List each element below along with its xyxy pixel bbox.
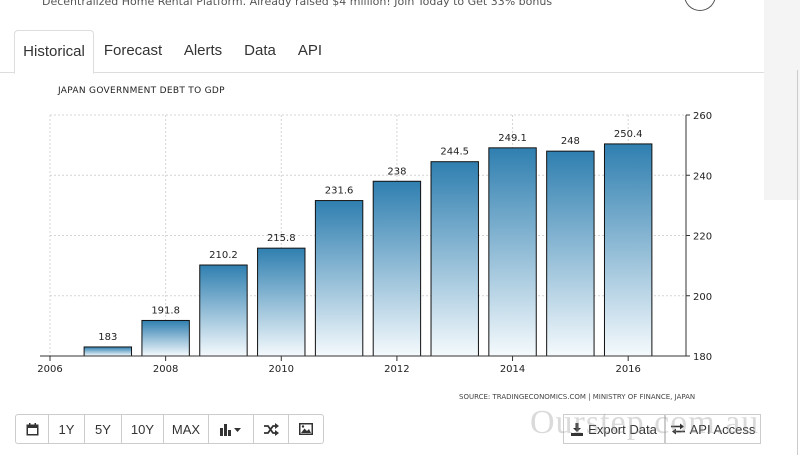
x-tick-label: 2006 <box>37 364 62 375</box>
shuffle-icon <box>263 422 279 436</box>
y-tick-label: 260 <box>693 111 712 122</box>
bar-2011 <box>314 200 364 357</box>
value-labels: 183 191.8 210.2 215.8 231.6 238 244.5 249.1 248 2… <box>98 129 642 343</box>
value-label-2014: 249.1 <box>498 133 527 144</box>
bar-2012 <box>372 180 422 357</box>
calendar-button[interactable] <box>15 414 49 444</box>
bar-2015 <box>546 150 595 357</box>
promo-banner[interactable]: Decentralized Home Rental Platform. Alre… <box>42 0 553 8</box>
range-max-button[interactable]: MAX <box>163 414 209 444</box>
value-label-2007: 183 <box>98 332 117 343</box>
range-1y-button[interactable]: 1Y <box>48 414 85 444</box>
value-label-2011: 231.6 <box>325 186 354 197</box>
tab-data[interactable]: Data <box>244 42 276 59</box>
x-tick-label: 2014 <box>500 364 525 375</box>
download-icon <box>571 422 584 436</box>
bar-2007 <box>83 346 133 357</box>
compare-button[interactable] <box>253 414 289 444</box>
export-data-label: Export Data <box>588 421 657 437</box>
tab-historical[interactable]: Historical <box>14 30 94 74</box>
bar-2010 <box>257 247 306 357</box>
bar-2008 <box>141 319 190 357</box>
y-tick-label: 240 <box>693 171 712 182</box>
bar-2014 <box>488 147 537 357</box>
y-tick-label: 200 <box>693 292 712 303</box>
export-data-button[interactable]: Export Data <box>563 414 665 444</box>
value-label-2009: 210.2 <box>209 250 238 261</box>
chart-title: JAPAN GOVERNMENT DEBT TO GDP <box>58 86 225 96</box>
bars <box>83 143 653 357</box>
bar-chart-icon <box>220 423 241 436</box>
api-access-button[interactable]: API Access <box>665 414 761 444</box>
value-label-2015: 248 <box>561 136 580 147</box>
chart-tabs: Historical Forecast Alerts Data API <box>0 30 764 74</box>
value-label-2016: 250.4 <box>614 129 643 140</box>
tab-alerts[interactable]: Alerts <box>183 42 223 59</box>
x-tick-label: 2016 <box>615 364 640 375</box>
chart-type-button[interactable] <box>208 414 254 444</box>
tab-api[interactable]: API <box>297 42 323 59</box>
exchange-icon <box>670 423 685 435</box>
bar-chart: 183 191.8 210.2 215.8 231.6 238 244.5 249.1 248 2… <box>37 111 712 375</box>
calendar-icon <box>26 422 38 435</box>
source-note: SOURCE: TRADINGECONOMICS.COM | MINISTRY … <box>459 393 696 401</box>
image-export-button[interactable] <box>288 414 324 444</box>
range-5y-button[interactable]: 5Y <box>84 414 122 444</box>
api-access-label: API Access <box>689 421 756 437</box>
bar-2009 <box>199 264 248 357</box>
image-icon <box>299 423 313 435</box>
x-tick-label: 2008 <box>153 364 178 375</box>
value-label-2010: 215.8 <box>267 233 296 244</box>
chart-toolbar: 1Y 5Y 10Y MAX <box>15 414 324 444</box>
x-tick-label: 2010 <box>269 364 294 375</box>
axes: 180 200 220 240 260 2006 2008 2010 2012 2014 2016 <box>37 111 712 375</box>
bar-2016 <box>603 143 653 357</box>
page-right-edge <box>764 0 800 455</box>
divider <box>797 70 798 455</box>
y-tick-label: 180 <box>693 352 712 363</box>
bar-2013 <box>430 161 479 357</box>
tab-forecast[interactable]: Forecast <box>103 42 163 59</box>
value-label-2013: 244.5 <box>440 147 469 158</box>
y-tick-label: 220 <box>693 232 712 243</box>
banner-close-button[interactable] <box>684 0 716 11</box>
value-label-2008: 191.8 <box>151 305 180 316</box>
sidebar-ghost <box>764 0 800 200</box>
range-10y-button[interactable]: 10Y <box>121 414 164 444</box>
value-label-2012: 238 <box>387 166 406 177</box>
x-tick-label: 2012 <box>384 364 409 375</box>
